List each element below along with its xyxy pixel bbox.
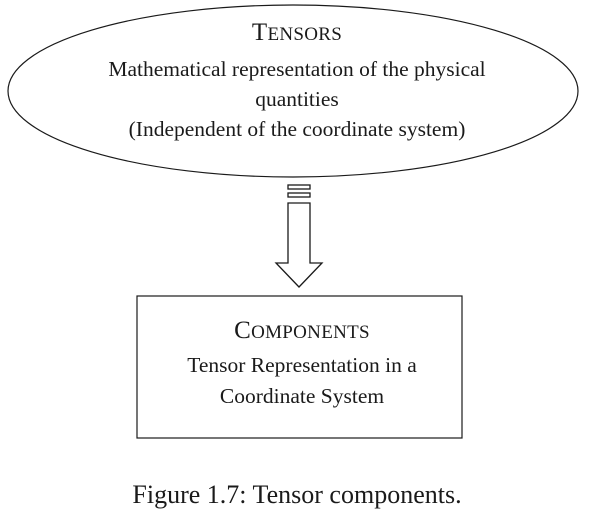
tensors-title-text: TENSORS bbox=[251, 19, 343, 46]
tensors-description-line-1: Mathematical representation of the physi… bbox=[108, 57, 486, 81]
components-description-line-2: Coordinate System bbox=[219, 384, 385, 408]
tensors-description-line-3: (Independent of the coordinate system) bbox=[128, 117, 466, 141]
tensors-title: TENSORS bbox=[0, 20, 594, 45]
components-title-text: COMPONENTS bbox=[234, 317, 370, 344]
components-box bbox=[136, 295, 463, 439]
down-arrow bbox=[274, 184, 324, 288]
tensors-ellipse bbox=[7, 4, 579, 178]
tensors-description-line-2: quantities bbox=[255, 87, 339, 111]
figure-caption: Figure 1.7: Tensor components. bbox=[132, 480, 462, 509]
components-description-line-1: Tensor Representation in a bbox=[187, 353, 417, 377]
components-title: COMPONENTS bbox=[5, 318, 594, 343]
